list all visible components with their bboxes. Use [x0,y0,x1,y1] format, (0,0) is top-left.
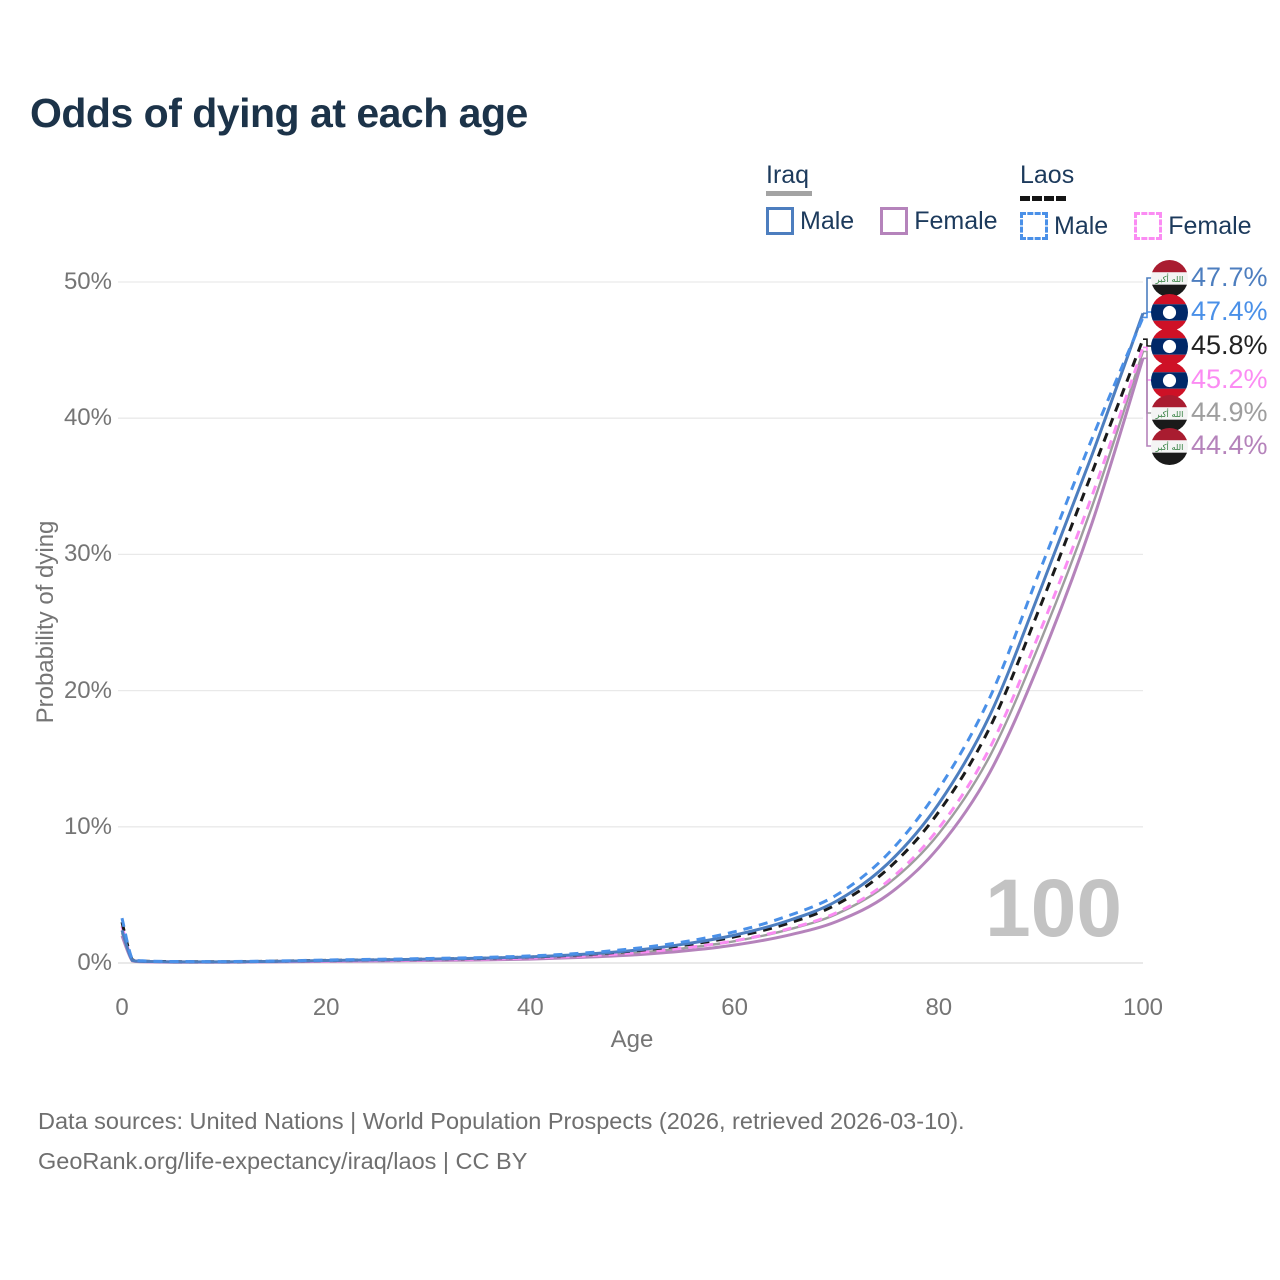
legend-swatch-laos-female [1134,212,1163,240]
y-tick-label-10: 10% [63,812,112,840]
legend-swatch-iraq-female [880,207,909,235]
legend-country-laos: Laos [1020,161,1075,189]
legend-item-laos-female[interactable]: Female [1134,211,1252,240]
laos-flag-icon [1151,328,1188,365]
x-axis-title: Age [610,1026,654,1053]
flag-iraq-5: الله أكبر [1151,428,1188,465]
y-tick-label-0: 0% [77,949,112,976]
end-value-label-iraq-total: 44.9% [1191,397,1268,427]
x-tick-label-60: 60 [721,994,748,1021]
legend-item-iraq-male[interactable]: Male [766,207,854,235]
flag-laos-3 [1151,362,1188,399]
series-line-laos-male[interactable] [120,316,1145,964]
end-value-label-laos-female: 45.2% [1191,364,1268,394]
x-tick-label-100: 100 [1122,994,1164,1021]
y-tick-label-30: 30% [63,540,112,568]
age-counter-watermark: 100 [985,863,1122,954]
end-value-label-iraq-female: 44.4% [1191,430,1268,460]
legend-group-laos: Laos Male Female [1020,162,1252,240]
footer-attribution: GeoRank.org/life-expectancy/iraq/laos | … [38,1148,528,1174]
svg-text:الله أكبر: الله أكبر [1155,408,1184,419]
end-value-label-laos-male: 47.4% [1191,296,1268,326]
legend-linestyle-sample-iraq [766,191,812,196]
x-tick-label-0: 0 [115,994,129,1021]
series-line-laos-female[interactable] [120,346,1145,964]
legend-item-iraq-female[interactable]: Female [880,206,998,235]
end-value-label-laos-total: 45.8% [1191,330,1268,360]
x-tick-label-20: 20 [312,994,340,1021]
end-label-leader-iraq-female [1143,357,1152,447]
footer-data-sources: Data sources: United Nations | World Pop… [38,1108,965,1134]
legend-country-iraq: Iraq [766,161,810,189]
iraq-flag-icon: الله أكبر [1151,260,1188,297]
laos-flag-icon [1151,294,1188,331]
x-tick-label-40: 40 [517,994,544,1021]
y-tick-label-50: 50% [63,268,112,295]
svg-text:الله أكبر: الله أكبر [1155,273,1184,284]
page-title: Odds of dying at each age [30,90,528,136]
end-label-leader-laos-male [1143,311,1152,319]
legend-label-iraq-female: Female [914,206,998,235]
legend-swatch-iraq-male [766,207,794,235]
svg-text:الله أكبر: الله أكبر [1155,441,1184,452]
laos-flag-icon [1151,362,1188,399]
x-tick-label-80: 80 [925,994,953,1021]
iraq-flag-icon: الله أكبر [1151,395,1188,432]
flag-iraq-4: الله أكبر [1151,395,1188,432]
flag-laos-1 [1151,294,1188,331]
legend-label-laos-male: Male [1054,211,1109,240]
end-label-leader-laos-total [1143,338,1152,347]
legend-label-laos-female: Female [1168,211,1252,240]
y-tick-label-40: 40% [63,404,112,432]
y-axis-title: Probability of dying [32,520,59,724]
flag-iraq-0: الله أكبر [1151,260,1188,297]
end-label-leader-iraq-male [1143,277,1152,315]
legend-swatch-laos-male [1020,212,1048,240]
legend-label-iraq-male: Male [800,206,855,235]
iraq-flag-icon: الله أكبر [1151,428,1188,465]
legend-group-iraq: Iraq Male Female [766,162,998,235]
y-tick-label-20: 20% [63,676,112,704]
end-value-label-iraq-male: 47.7% [1191,262,1268,292]
legend-item-laos-male[interactable]: Male [1020,212,1108,240]
legend-linestyle-sample-laos [1020,191,1066,201]
flag-laos-2 [1151,328,1188,365]
